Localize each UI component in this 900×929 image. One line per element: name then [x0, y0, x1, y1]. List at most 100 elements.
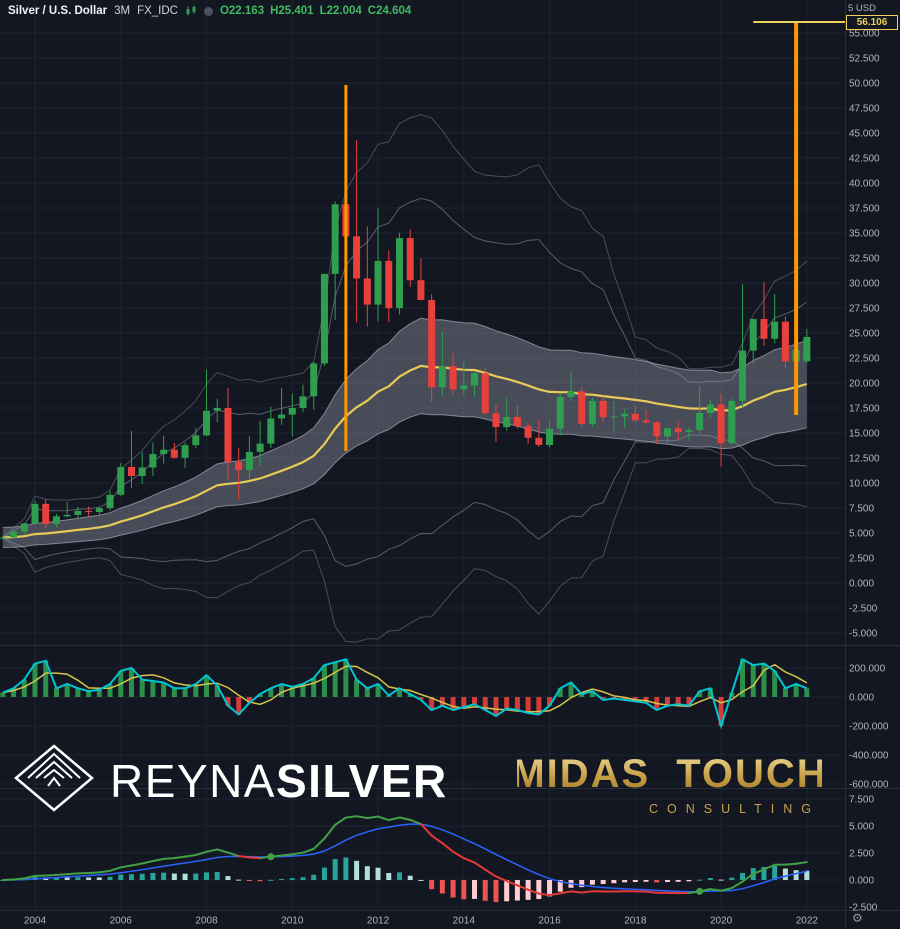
momentum-bar: [289, 686, 295, 697]
momentum-bar: [364, 688, 370, 697]
macd-line-segment: [44, 873, 58, 877]
macd-line-segment: [23, 874, 36, 880]
price-pane: [0, 20, 845, 643]
candle-body: [299, 396, 307, 408]
macd-line-segment: [291, 851, 304, 856]
macd-line-segment: [441, 842, 455, 853]
momentum-bar: [21, 679, 27, 697]
candle-body: [546, 428, 554, 445]
macd-line-segment: [516, 884, 530, 891]
macd-histogram-bar: [257, 880, 263, 882]
macd-line-segment: [87, 871, 101, 874]
macd-histogram-bar: [782, 868, 788, 880]
macd-histogram-bar: [300, 877, 306, 880]
momentum-bar: [139, 679, 145, 697]
axis-tick-label: 5.000: [849, 529, 874, 540]
candle-body: [556, 396, 564, 429]
symbol-title[interactable]: Silver / U.S. Dollar: [8, 5, 108, 17]
macd-histogram-bar: [579, 880, 585, 888]
macd-histogram-bar: [740, 872, 746, 880]
candle-body: [449, 366, 457, 390]
axis-tick-label: 2014: [453, 916, 476, 927]
axis-tick-label: 0.000: [849, 693, 874, 704]
macd-histogram-bar: [729, 877, 735, 880]
momentum-bar: [461, 697, 467, 708]
momentum-bar: [354, 679, 360, 697]
macd-line-segment: [709, 888, 723, 892]
candle-body: [170, 449, 178, 458]
ohlc-open: O22.163: [219, 5, 265, 17]
axis-tick-label: 17.500: [849, 404, 880, 415]
candle-body: [653, 422, 661, 437]
macd-line-segment: [280, 853, 294, 857]
macd-line-segment: [752, 868, 765, 875]
candle-body: [588, 400, 596, 424]
momentum-bar: [321, 665, 327, 697]
axis-tick-label: 15.000: [849, 429, 880, 440]
momentum-bar: [396, 688, 402, 697]
macd-line-segment: [151, 857, 165, 862]
axis-tick-label: 2016: [538, 916, 561, 927]
macd-line-segment: [162, 857, 176, 860]
momentum-bar: [472, 697, 478, 705]
candlestick-chart-type-icon: [185, 5, 197, 17]
momentum-bar: [107, 683, 113, 697]
candle-body: [85, 510, 93, 513]
macd-histogram-bar: [461, 880, 467, 900]
candle-body: [267, 418, 275, 444]
momentum-bar: [214, 685, 220, 697]
momentum-bar: [182, 688, 188, 697]
momentum-line: [2, 657, 808, 730]
momentum-bar: [740, 659, 746, 697]
touch-word: TOUCH: [676, 752, 828, 796]
exchange-label[interactable]: FX_IDC: [137, 5, 178, 17]
macd-histogram-bar: [311, 874, 317, 880]
axis-tick-label: 2008: [195, 916, 218, 927]
candle-body: [0, 537, 7, 539]
axis-tick-label: 52.500: [849, 54, 880, 65]
macd-line-segment: [366, 815, 380, 820]
momentum-bar: [622, 697, 628, 700]
macd-line-segment: [387, 816, 401, 822]
candle-body: [438, 366, 446, 388]
settings-gear-icon[interactable]: ⚙: [852, 911, 863, 925]
momentum-bar: [375, 683, 381, 697]
candle-body: [717, 404, 725, 444]
momentum-bar: [514, 697, 520, 711]
macd-line-segment: [98, 869, 112, 874]
macd-histogram-bar: [793, 870, 799, 880]
axis-tick-label: 27.500: [849, 304, 880, 315]
candle-body: [310, 363, 318, 397]
deviation-band-line: [2, 114, 808, 538]
ohlc-close: C24.604: [367, 5, 412, 17]
candle-body: [696, 413, 704, 431]
momentum-bar: [750, 665, 756, 697]
macd-histogram-bar: [107, 876, 113, 880]
macd-line-segment: [537, 892, 551, 897]
candle-body: [138, 467, 146, 476]
momentum-bar: [761, 663, 767, 697]
macd-histogram-bar: [589, 880, 595, 885]
macd-line-segment: [12, 877, 26, 881]
price-axis-unit[interactable]: 5 USD: [848, 3, 876, 14]
macd-line-segment: [398, 816, 412, 821]
axis-tick-label: -2.500: [849, 903, 878, 914]
legend-marker-icon: [203, 6, 213, 16]
macd-line-segment: [216, 848, 229, 854]
macd-histogram-bar: [547, 880, 553, 897]
macd-histogram-bar: [664, 880, 670, 882]
momentum-bar: [707, 688, 713, 697]
momentum-bar: [697, 691, 703, 697]
macd-histogram-bar: [418, 879, 424, 881]
macd-line-segment: [473, 861, 487, 871]
macd-line-segment: [559, 890, 572, 895]
candle-body: [642, 420, 650, 423]
macd-histogram-bar: [354, 860, 360, 880]
macd-line-segment: [248, 856, 262, 860]
macd-histogram-bar: [171, 873, 177, 880]
macd-histogram-bar: [246, 880, 252, 881]
interval-label[interactable]: 3M: [114, 5, 131, 17]
